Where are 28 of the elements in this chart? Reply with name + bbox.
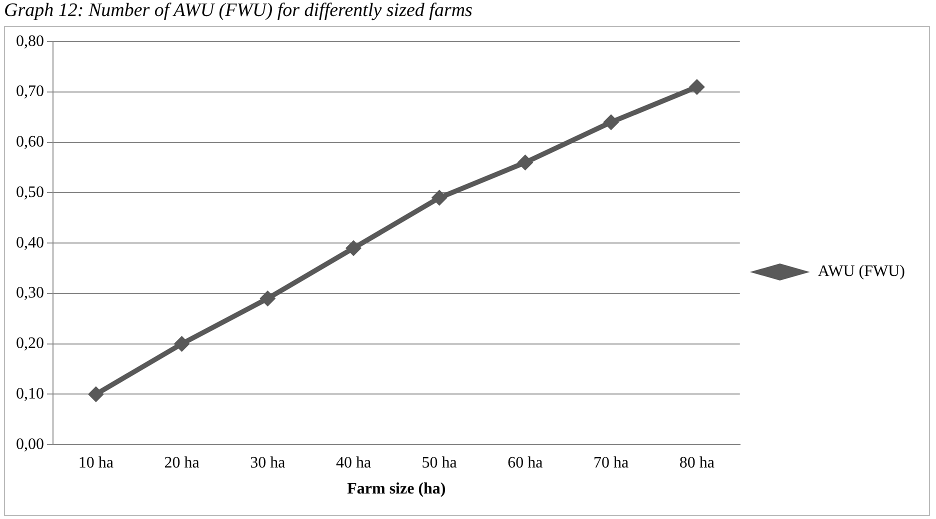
y-tick-label: 0,70 [16,83,44,100]
point [88,386,104,402]
x-tick-label: 10 ha [78,454,114,472]
x-tick-label: 80 ha [679,454,714,472]
y-tick-label: 0,30 [16,284,44,302]
y-tick-label: 0,10 [16,385,44,402]
x-axis-title: Farm size (ha) [347,480,446,498]
chart-title: Graph 12: Number of AWU (FWU) for differently sized farms [4,0,472,22]
y-tick-label: 0,50 [16,184,44,201]
point [174,336,190,352]
point [603,114,620,130]
y-tick-label: 0,20 [16,335,44,352]
y-tick-label: 0,60 [16,134,44,151]
point [346,240,362,256]
x-tick-label: 60 ha [508,454,543,472]
x-tick-label: 50 ha [422,454,457,472]
point [688,78,705,95]
point [260,290,276,307]
point [517,154,534,170]
x-tick-label: 40 ha [336,454,372,472]
x-tick-label: 30 ha [250,454,286,472]
point [431,190,448,206]
y-tick-label: 0,80 [16,32,44,50]
y-tick-label: 0,00 [16,436,44,453]
y-tick-label: 0,40 [16,234,44,252]
legend-label: AWU (FWU) [818,263,905,280]
x-tick-label: 20 ha [164,454,200,472]
x-tick-label: 70 ha [594,454,629,472]
